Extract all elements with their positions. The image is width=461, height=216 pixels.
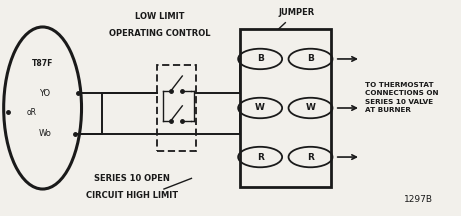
Text: Wo: Wo: [38, 129, 51, 138]
Text: W: W: [255, 103, 265, 113]
Text: B: B: [307, 54, 314, 64]
Text: SERIES 10 OPEN: SERIES 10 OPEN: [94, 174, 170, 183]
Text: R: R: [257, 152, 264, 162]
Text: T87F: T87F: [32, 59, 53, 68]
Text: YO: YO: [39, 89, 50, 98]
Text: JUMPER: JUMPER: [278, 8, 315, 17]
Bar: [157, 65, 196, 151]
Text: W: W: [306, 103, 315, 113]
Text: R: R: [307, 152, 314, 162]
Text: B: B: [257, 54, 264, 64]
Text: LOW LIMIT: LOW LIMIT: [135, 12, 184, 21]
Text: OPERATING CONTROL: OPERATING CONTROL: [109, 29, 210, 38]
Text: CIRCUIT HIGH LIMIT: CIRCUIT HIGH LIMIT: [86, 191, 178, 200]
Text: 1297B: 1297B: [404, 195, 432, 204]
Text: oR: oR: [27, 108, 36, 117]
Text: TO THERMOSTAT
CONNECTIONS ON
SERIES 10 VALVE
AT BURNER: TO THERMOSTAT CONNECTIONS ON SERIES 10 V…: [366, 82, 439, 113]
Bar: [240, 29, 331, 187]
